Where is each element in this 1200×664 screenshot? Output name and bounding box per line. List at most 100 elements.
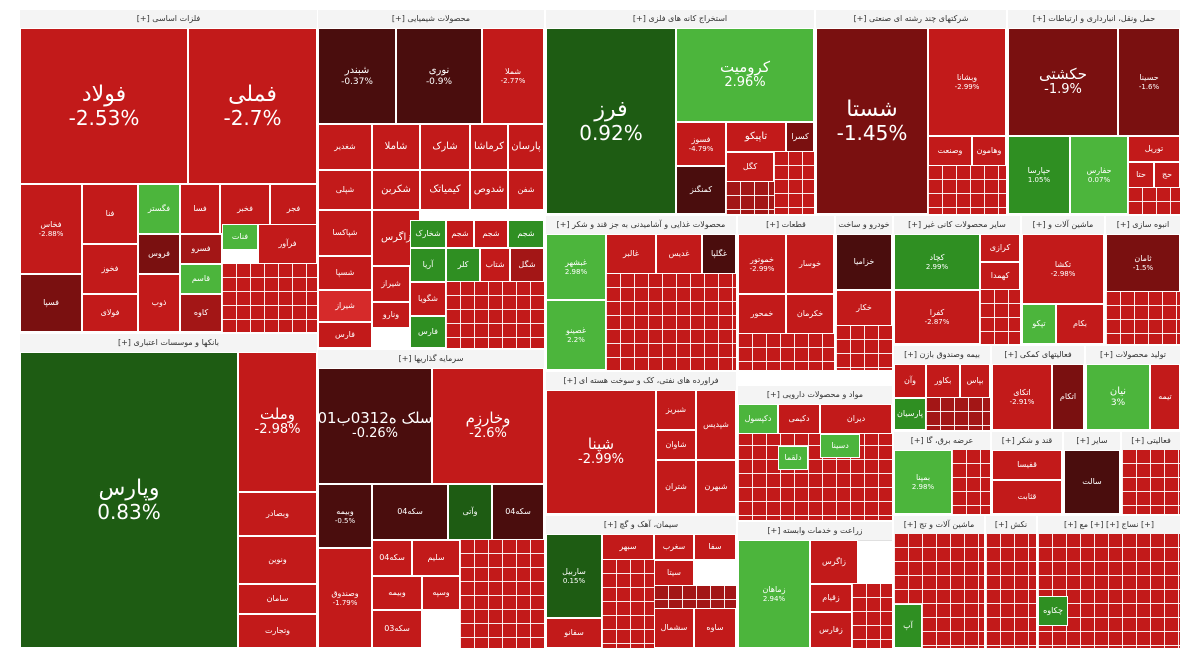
stock-tile[interactable]: سکه04 <box>372 484 448 540</box>
stock-tile[interactable]: وصندوق -1.79% <box>318 548 372 648</box>
stock-tile[interactable]: وآن <box>894 364 926 398</box>
stock-tile[interactable]: سلیم <box>412 540 460 576</box>
stock-tile[interactable]: تیمه <box>1150 364 1180 430</box>
sector-parts[interactable]: قطعات [+] خموتور -2.99% خوسار خمحور خکرما… <box>738 216 834 370</box>
stock-tile[interactable]: تپکو <box>1022 304 1056 344</box>
stock-tile[interactable]: دسینا <box>820 434 860 458</box>
stock-tile[interactable]: شخارک <box>410 220 446 248</box>
stock-tile[interactable]: حکشتی -1.9% <box>1008 28 1118 136</box>
stock-tile[interactable]: شگویا <box>410 282 446 316</box>
sector-misc-small-b[interactable]: نکش [+] <box>986 516 1036 648</box>
stock-tile[interactable]: اتکام <box>1052 364 1084 430</box>
stock-tile[interactable]: پارسیان <box>894 398 926 430</box>
sector-activity[interactable]: فعالیتی [+] <box>1122 432 1180 514</box>
small-tiles-cluster[interactable] <box>654 586 736 608</box>
stock-tile[interactable]: شتاب <box>480 248 510 282</box>
sector-auto[interactable]: خودرو و ساخت خزامیا خکار <box>836 216 892 370</box>
stock-tile[interactable]: قاسم <box>180 264 222 294</box>
stock-tile[interactable]: غگلپا <box>702 234 736 274</box>
stock-tile[interactable]: خوسار <box>786 234 834 294</box>
stock-tile[interactable]: بکاور <box>926 364 960 398</box>
sector-non-metal[interactable]: سایر محصولات کانی غیر [+] کچاد 2.99% کراز… <box>894 216 1020 344</box>
stock-tile[interactable]: سکه04 <box>492 484 544 540</box>
stock-tile[interactable]: کرومیت 2.96% <box>676 28 814 122</box>
small-tiles-cluster[interactable] <box>928 166 1006 214</box>
sector-food[interactable]: محصولات غذایی و آشامیدنی به جز قند و شکر… <box>546 216 736 370</box>
stock-tile[interactable]: وهامون <box>972 136 1006 166</box>
sector-machinery[interactable]: ماشین آلات و [+] تکشا -2.98% تپکو بکام <box>1022 216 1104 344</box>
small-tiles-cluster[interactable] <box>222 264 317 332</box>
stock-tile[interactable]: وسپه <box>422 576 460 610</box>
stock-tile[interactable]: وبصادر <box>238 492 317 536</box>
stock-tile[interactable]: حسینا -1.6% <box>1118 28 1180 136</box>
stock-tile[interactable]: وبیمه <box>372 576 422 610</box>
stock-tile[interactable]: سشمال <box>654 608 694 648</box>
stock-tile[interactable]: شجم <box>508 220 544 248</box>
small-tiles-cluster[interactable] <box>460 540 544 648</box>
stock-tile[interactable]: وملت -2.98% <box>238 352 317 492</box>
sector-pharma[interactable]: مواد و محصولات دارویی [+] دکپسول دکیمی د… <box>738 386 892 520</box>
stock-tile[interactable]: کلر <box>446 248 480 282</box>
stock-tile[interactable]: وتجارت <box>238 614 317 648</box>
stock-tile[interactable]: سبهر <box>602 534 654 560</box>
small-tiles-cluster[interactable] <box>1128 188 1180 214</box>
stock-tile[interactable]: ساوه <box>694 608 736 648</box>
stock-tile[interactable]: نیان 3% <box>1086 364 1150 430</box>
stock-tile[interactable]: سفانو <box>546 618 602 648</box>
stock-tile[interactable]: زاگرس <box>810 540 858 584</box>
small-tiles-cluster[interactable] <box>1038 534 1180 648</box>
stock-tile[interactable]: شاوان <box>656 430 696 460</box>
stock-tile[interactable]: فسرو <box>180 234 222 264</box>
stock-tile[interactable]: توریل <box>1128 136 1180 162</box>
stock-tile[interactable]: وخارزم -2.6% <box>432 368 544 484</box>
stock-tile[interactable]: سیتا <box>654 560 694 586</box>
stock-tile[interactable]: زماهان 2.94% <box>738 540 810 648</box>
stock-tile[interactable]: ثامان -1.5% <box>1106 234 1180 292</box>
sector-banks[interactable]: بانکها و موسسات اعتباری [+] وپارس 0.83% و… <box>20 334 317 648</box>
stock-tile[interactable]: شارک <box>420 124 470 170</box>
stock-tile[interactable]: فخاس -2.88% <box>20 184 82 274</box>
stock-tile[interactable]: سفا <box>694 534 736 560</box>
stock-tile[interactable]: بکام <box>1056 304 1104 344</box>
sector-misc-small-a[interactable]: ماشین آلات و تج [+] آپ <box>894 516 984 648</box>
stock-tile[interactable]: وپارس 0.83% <box>20 352 238 648</box>
stock-tile[interactable]: شیراز <box>372 266 410 302</box>
small-tiles-cluster[interactable] <box>836 326 892 370</box>
stock-tile[interactable]: فرآور <box>258 224 317 264</box>
sector-cement[interactable]: سیمان، آهک و گچ [+] ساربیل 0.15% سفانو سب… <box>546 516 736 648</box>
stock-tile[interactable]: خکرمان <box>786 294 834 334</box>
sector-agriculture[interactable]: زراعت و خدمات وابسته [+] زماهان 2.94% زاگ… <box>738 522 892 648</box>
stock-tile[interactable]: کرماشا <box>470 124 508 170</box>
stock-tile[interactable]: کهمدا <box>980 262 1020 290</box>
stock-tile[interactable]: کسرا <box>786 122 814 152</box>
stock-tile[interactable]: فولاد -2.53% <box>20 28 188 184</box>
stock-tile[interactable]: دکیمی <box>778 404 820 434</box>
sector-transport[interactable]: حمل ونقل، انبارداری و ارتباطات [+] حکشتی… <box>1008 10 1180 214</box>
stock-tile[interactable]: سکه04 <box>372 540 412 576</box>
stock-tile[interactable]: کرازی <box>980 234 1020 262</box>
stock-tile[interactable]: شگل <box>510 248 544 282</box>
small-tiles-cluster[interactable] <box>774 152 814 214</box>
stock-tile[interactable]: حپارسا 1.05% <box>1008 136 1070 214</box>
small-tiles-cluster[interactable] <box>894 534 984 648</box>
stock-tile[interactable]: شجم <box>446 220 474 248</box>
stock-tile[interactable]: آریا <box>410 248 446 282</box>
stock-tile[interactable]: فولای <box>82 294 138 332</box>
sector-sugar[interactable]: قند و شکر [+] قفیسا قثابت <box>992 432 1062 514</box>
stock-tile[interactable]: حفارس 0.07% <box>1070 136 1128 214</box>
stock-tile[interactable]: وصنعت <box>928 136 972 166</box>
sector-petroleum[interactable]: فراورده های نفتی، کک و سوخت هسته ای [+] … <box>546 372 736 514</box>
stock-tile[interactable]: کاوه <box>180 294 222 332</box>
small-tiles-cluster[interactable] <box>852 584 892 648</box>
stock-tile[interactable]: سلک ه0312ب01 -0.26% <box>318 368 432 484</box>
stock-tile[interactable]: ذوب <box>138 274 180 332</box>
stock-tile[interactable]: شپلی <box>318 170 372 210</box>
stock-tile[interactable]: شاملا <box>372 124 420 170</box>
stock-tile[interactable]: شملا -2.77% <box>482 28 544 124</box>
stock-tile[interactable]: غصینو 2.2% <box>546 300 606 370</box>
stock-tile[interactable]: ونارو <box>372 302 410 328</box>
stock-tile[interactable]: خمحور <box>738 294 786 334</box>
sector-chemicals[interactable]: محصولات شیمیایی [+] شبندر -0.37% نوری -0.9… <box>318 10 544 348</box>
stock-tile[interactable]: خکار <box>836 290 892 326</box>
stock-tile[interactable]: قثابت <box>992 480 1062 514</box>
